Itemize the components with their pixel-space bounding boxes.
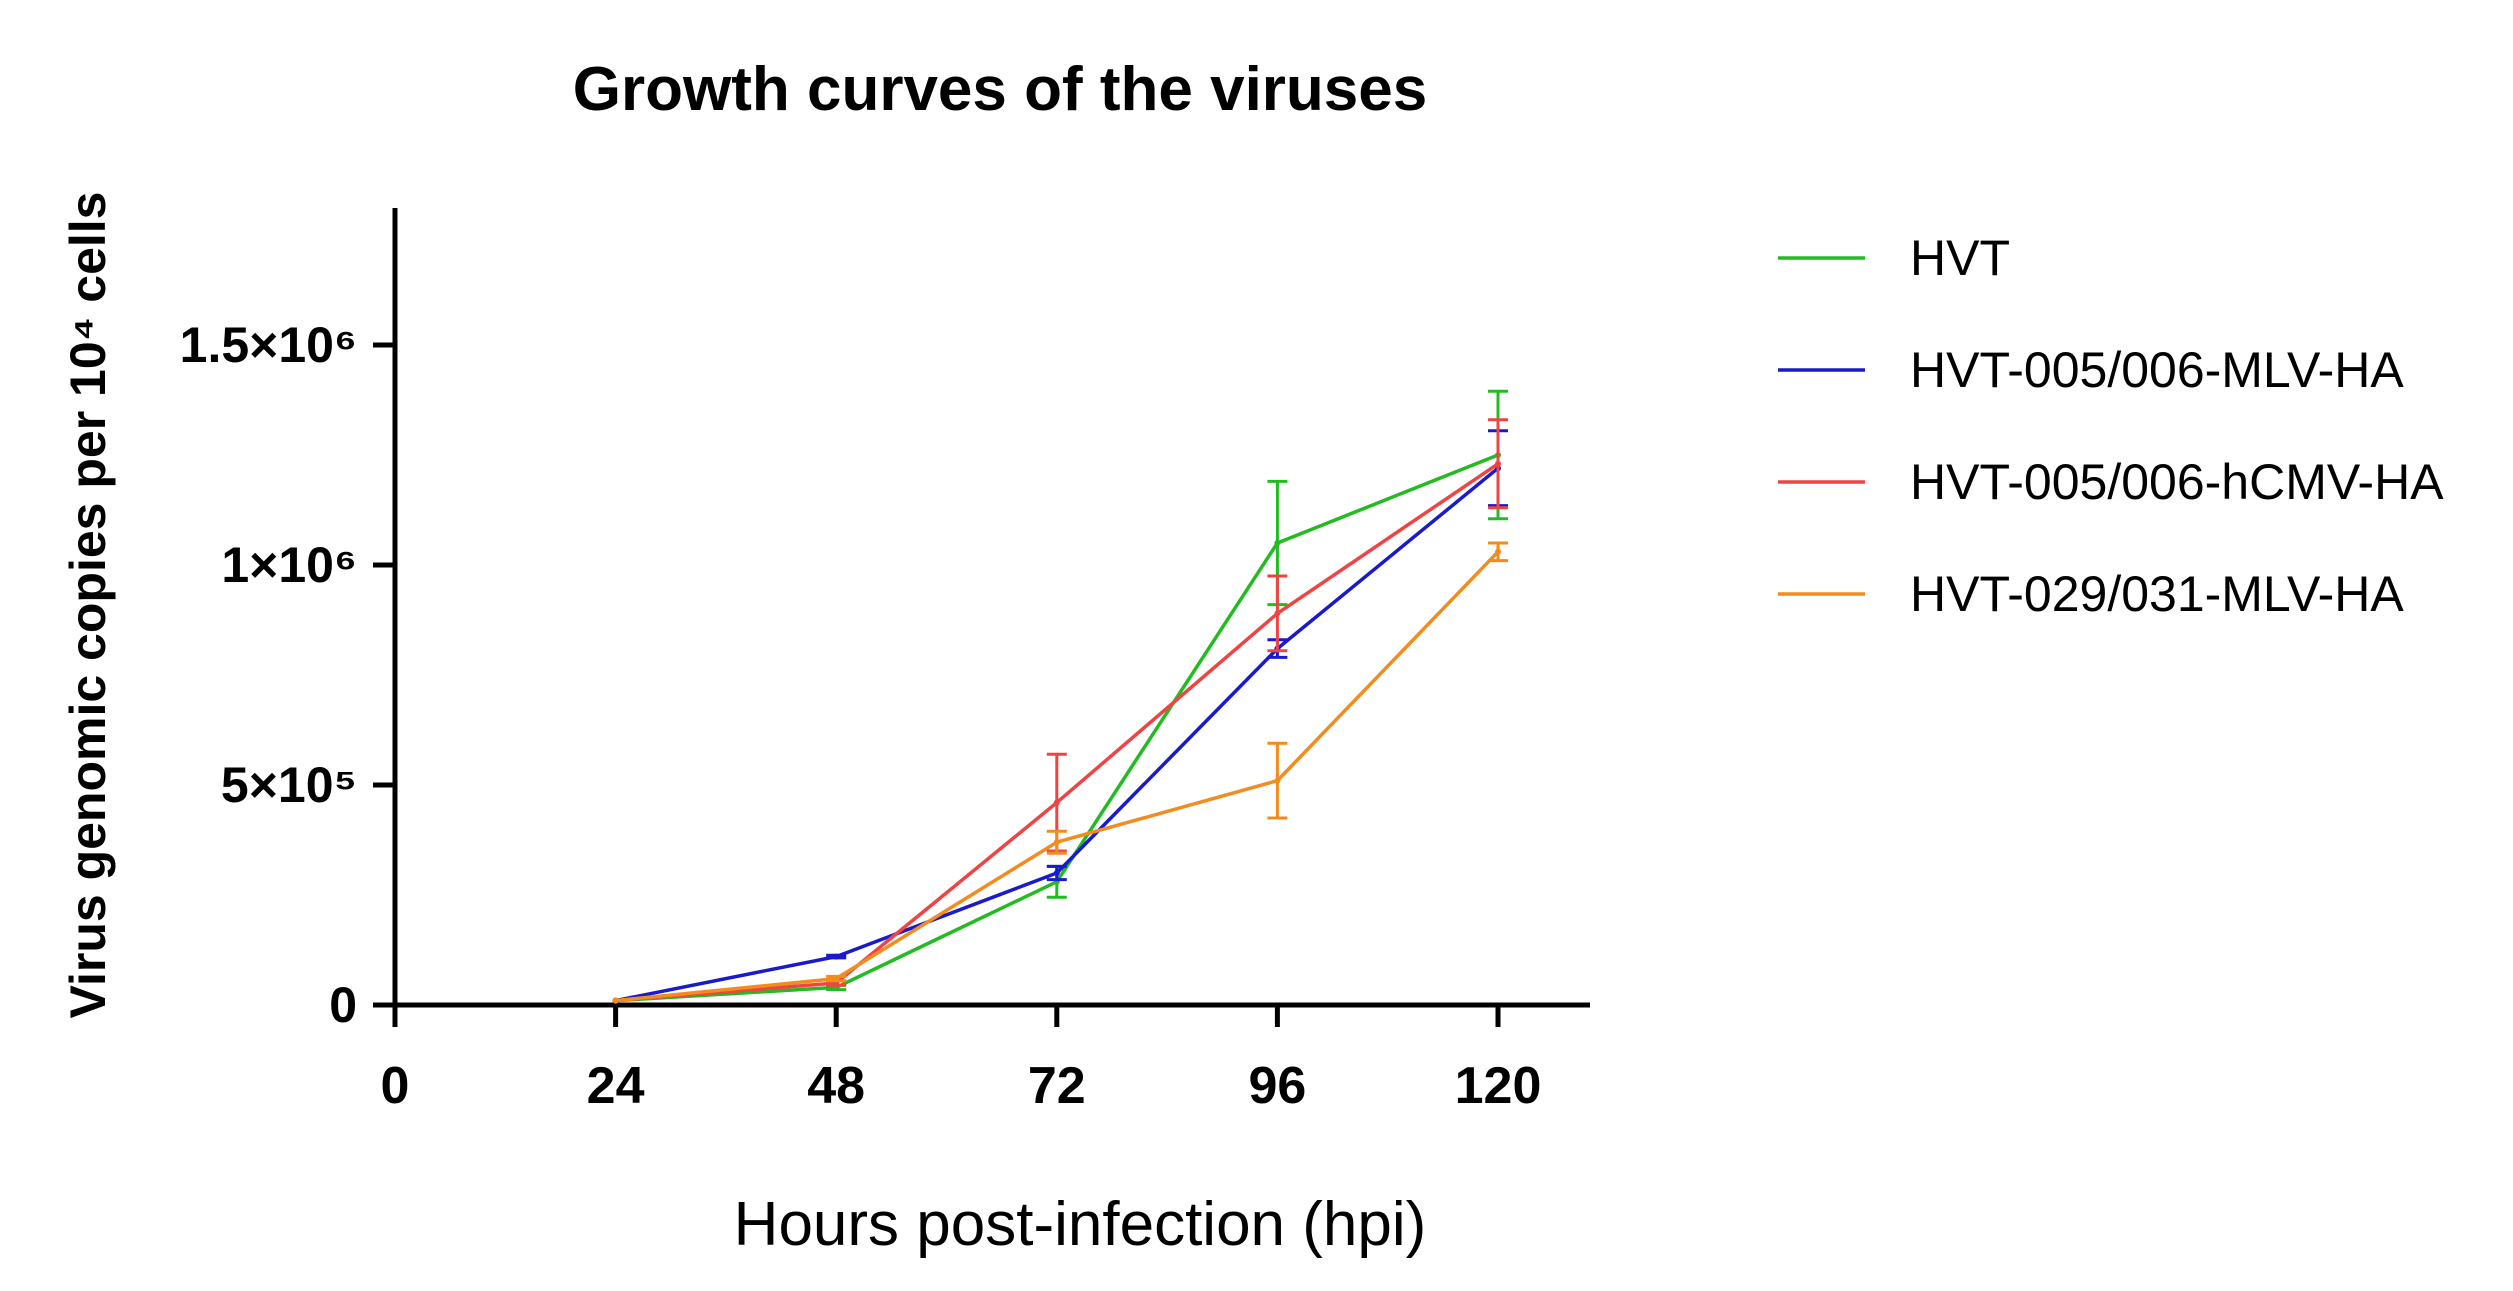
y-tick-label: 1×10⁶	[221, 537, 357, 593]
y-tick-label: 5×10⁵	[221, 757, 357, 813]
plot-area: 0 5×10⁵ 1×10⁶ 1.5×10⁶ 0 24 48 72 96 120	[180, 208, 1590, 1115]
legend-label: HVT-029/031-MLV-HA	[1910, 566, 2404, 622]
data-point	[833, 975, 840, 982]
data-point	[1053, 839, 1060, 846]
data-point	[1495, 460, 1501, 467]
x-tick-label: 120	[1455, 1057, 1542, 1115]
series-line	[615, 453, 1499, 1003]
data-point	[1053, 799, 1060, 806]
legend-label: HVT-005/006-MLV-HA	[1910, 342, 2404, 398]
x-tick-label: 48	[807, 1057, 865, 1115]
series-line	[615, 462, 1499, 1003]
x-axis-label: Hours post-infection (hpi)	[734, 1190, 1427, 1259]
legend-item: HVT	[1778, 230, 2010, 286]
legend: HVT HVT-005/006-MLV-HA HVT-005/006-hCMV-HA…	[1778, 230, 2444, 622]
series-line	[615, 466, 1500, 1003]
x-tick-label: 24	[587, 1057, 645, 1115]
series-2	[612, 429, 1508, 1004]
legend-item: HVT-029/031-MLV-HA	[1778, 566, 2404, 622]
y-tick-label: 0	[329, 977, 357, 1033]
series-1	[612, 389, 1508, 1004]
x-tick-label: 0	[381, 1057, 410, 1115]
chart-title: Growth curves of the viruses	[573, 55, 1427, 124]
x-tick-label: 72	[1028, 1057, 1086, 1115]
data-point	[1274, 540, 1281, 546]
data-point	[612, 997, 619, 1004]
data-point	[1274, 610, 1281, 617]
legend-item: HVT-005/006-hCMV-HA	[1778, 454, 2444, 510]
series-4	[612, 541, 1508, 1004]
y-axis-label: Virus genomic copies per 10⁴ cells	[60, 192, 116, 1019]
data-point	[1495, 548, 1501, 555]
y-tick-label: 1.5×10⁶	[180, 317, 357, 373]
legend-label: HVT-005/006-hCMV-HA	[1910, 454, 2444, 510]
data-point	[1274, 777, 1281, 784]
x-tick-label: 96	[1248, 1057, 1306, 1115]
legend-item: HVT-005/006-MLV-HA	[1778, 342, 2404, 398]
legend-label: HVT	[1910, 230, 2010, 286]
data-point	[833, 953, 840, 960]
series-3	[612, 418, 1508, 1004]
data-point	[1053, 870, 1060, 876]
